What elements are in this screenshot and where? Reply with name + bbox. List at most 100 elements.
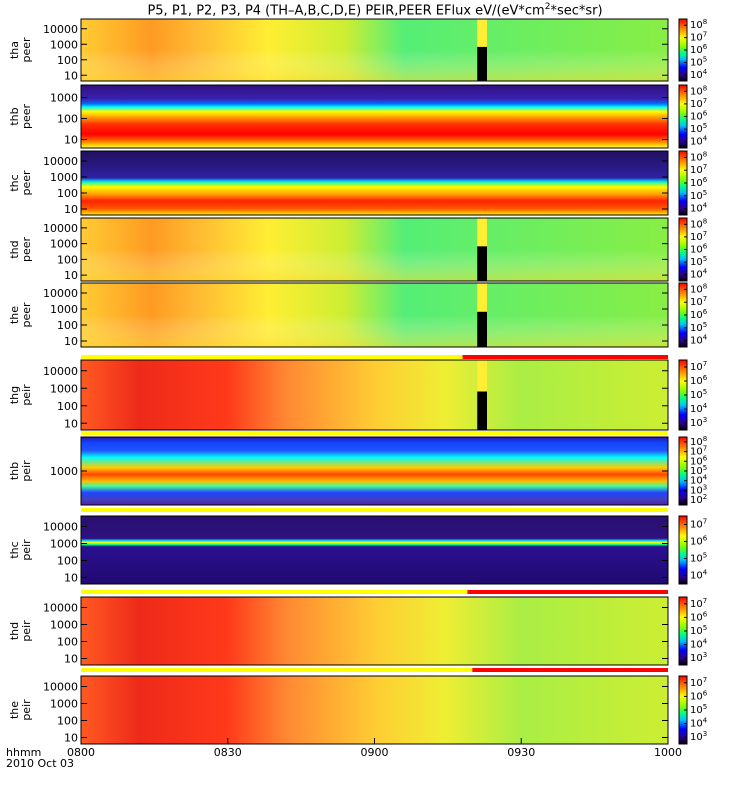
colorbar-label: 104 [690, 334, 708, 347]
ylabel-thb-peer: peer [20, 104, 33, 130]
xtick-label: 0800 [67, 746, 95, 759]
colorbar-label: 107 [690, 518, 707, 531]
colorbar-label: 105 [690, 388, 707, 401]
ytick-label: 100 [57, 636, 78, 649]
ytick-label: 10 [64, 203, 78, 216]
ylabel-thd-peer: peer [20, 237, 33, 263]
ylabel-thb-peer: thb [8, 107, 21, 125]
frame-thb-peer [80, 84, 669, 149]
colorbar-label: 106 [690, 610, 708, 623]
colorbar-label: 108 [690, 217, 707, 230]
spectrogram-tha-peer-overlay [81, 19, 668, 81]
mode-bar-segment [462, 355, 668, 359]
ytick-label: 10 [64, 417, 78, 430]
ylabel-thd-peer: thd [8, 240, 21, 258]
colorbar-label: 104 [690, 717, 708, 730]
colorbar-label: 106 [690, 374, 708, 387]
ytick-label: 10 [64, 269, 78, 282]
ylabel-thd-peir: thd [8, 622, 21, 640]
mode-bars [81, 355, 668, 672]
colorbar-label: 105 [690, 55, 707, 68]
colorbar-label: 107 [690, 97, 707, 110]
spectrogram-the-peer-overlay [81, 283, 668, 347]
colorbar-label: 107 [690, 230, 707, 243]
colorbar-label: 108 [690, 435, 707, 448]
ylabel-the-peir: the [8, 701, 21, 719]
colorbar-label: 104 [690, 268, 708, 281]
colorbar-label: 103 [690, 416, 707, 429]
x-axis-footer-date: 2010 Oct 03 [6, 757, 74, 770]
ylabel-thc-peer: thc [8, 174, 21, 191]
colorbar-label: 105 [690, 624, 707, 637]
ylabel-tha-peer: tha [8, 41, 21, 59]
colorbar-label: 106 [690, 243, 708, 256]
ytick-label: 100 [57, 400, 78, 413]
xtick-label: 1000 [654, 746, 682, 759]
colorbar-label: 103 [690, 730, 707, 743]
frame-the-peer [80, 282, 669, 348]
ytick-label: 100 [57, 54, 78, 67]
colorbar-thc-peir [678, 515, 688, 585]
spectrogram-thd-peer-overlay [81, 218, 668, 281]
colorbar-label: 104 [690, 638, 708, 651]
colorbar-label: 107 [690, 31, 707, 44]
data-gap-thg-peir [477, 391, 488, 430]
colorbar-label: 102 [690, 493, 707, 506]
colorbar-label: 104 [690, 202, 708, 215]
ytick-label: 10000 [43, 23, 78, 36]
colorbar-label: 108 [690, 18, 707, 31]
ytick-label: 10000 [43, 681, 78, 694]
ylabel-thc-peir: peir [20, 539, 33, 561]
colorbar-label: 107 [690, 163, 707, 176]
chart-title: P5, P1, P2, P3, P4 (TH–A,B,C,D,E) PEIR,P… [147, 2, 603, 19]
colorbar-label: 108 [690, 84, 707, 97]
xtick-label: 0930 [507, 746, 535, 759]
colorbar-label: 105 [690, 189, 707, 202]
ylabel-thb-peir: peir [20, 460, 33, 482]
ylabel-the-peir: peir [20, 699, 33, 721]
ytick-label: 10000 [43, 155, 78, 168]
colorbar-label: 107 [690, 295, 707, 308]
ylabel-the-peer: peer [20, 302, 33, 328]
frame-thc-peer [80, 150, 669, 216]
colorbar-label: 107 [690, 597, 707, 610]
spectrogram-thb-peer [81, 85, 668, 148]
frame-thc-peir [80, 515, 669, 585]
colorbar-label: 106 [690, 535, 708, 548]
spectrogram-thd-peir [81, 597, 668, 665]
colorbar-label: 103 [690, 483, 707, 496]
mode-bar-segment [467, 590, 668, 594]
ytick-label: 100 [57, 187, 78, 200]
frame-thd-peer [80, 217, 669, 282]
xtick-label: 0900 [361, 746, 389, 759]
ytick-label: 1000 [50, 92, 78, 105]
ytick-label: 100 [57, 715, 78, 728]
ylabel-the-peer: the [8, 306, 21, 324]
panel-thc-peir: 10 100 1000 10000 thc peir 107 106 105 104 [8, 515, 708, 585]
ylabel-tha-peer: peer [20, 37, 33, 63]
colorbar-label: 108 [690, 282, 707, 295]
frame-thg-peir [80, 359, 669, 431]
ytick-label: 100 [57, 253, 78, 266]
ylabel-thc-peer: peer [20, 170, 33, 196]
frame-tha-peer [80, 18, 669, 82]
ylabel-thg-peir: thg [8, 386, 21, 404]
data-gap-thd-peer [477, 246, 488, 281]
ytick-label: 1000 [50, 303, 78, 316]
ytick-label: 1000 [50, 465, 78, 478]
ylabel-thc-peir: thc [8, 541, 21, 558]
colorbar-label: 104 [690, 569, 708, 582]
mode-bar-segment [81, 355, 463, 359]
mode-bar-segment [81, 590, 468, 594]
xtick-label: 0830 [214, 746, 242, 759]
ytick-label: 10 [64, 69, 78, 82]
ytick-label: 10 [64, 732, 78, 745]
ytick-label: 10000 [43, 287, 78, 300]
